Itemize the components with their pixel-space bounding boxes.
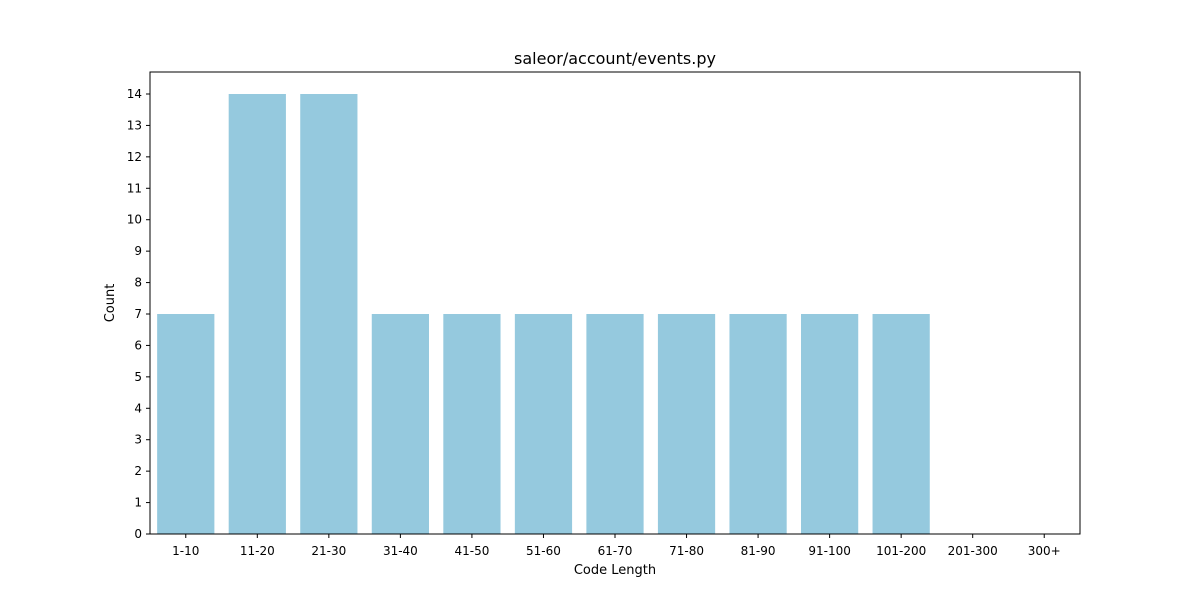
bar-21-30 — [300, 94, 358, 534]
y-tick-label: 8 — [134, 276, 142, 290]
x-tick-label: 11-20 — [240, 544, 275, 558]
bar-101-200 — [872, 314, 930, 534]
y-tick-label: 7 — [134, 307, 142, 321]
y-tick-label: 2 — [134, 464, 142, 478]
x-axis-ticks: 1-10 11-20 21-30 31-40 41-50 51-60 61-70 71-80 8… — [172, 534, 1061, 558]
x-tick-label: 1-10 — [172, 544, 199, 558]
x-tick-label: 41-50 — [454, 544, 489, 558]
y-tick-label: 0 — [134, 527, 142, 541]
bar-11-20 — [228, 94, 286, 534]
plot-frame — [149, 71, 1081, 535]
bar-51-60 — [514, 314, 573, 534]
y-tick-label: 14 — [127, 87, 142, 101]
y-tick-label: 4 — [134, 401, 142, 415]
x-tick-label: 51-60 — [526, 544, 561, 558]
bar-41-50 — [443, 314, 501, 534]
x-tick-label: 61-70 — [598, 544, 633, 558]
x-tick-label: 71-80 — [669, 544, 704, 558]
bar-61-70 — [586, 314, 644, 534]
y-tick-label: 13 — [127, 118, 142, 132]
chart-title: saleor/account/events.py — [514, 49, 716, 68]
y-tick-label: 10 — [127, 213, 142, 227]
x-tick-label: 31-40 — [383, 544, 418, 558]
bars-layer — [157, 94, 930, 534]
y-tick-label: 3 — [134, 433, 142, 447]
x-tick-label: 201-300 — [948, 544, 998, 558]
bar-91-100 — [801, 314, 859, 534]
x-tick-label: 91-100 — [808, 544, 851, 558]
x-axis-label: Code Length — [574, 563, 656, 578]
y-tick-label: 1 — [134, 496, 142, 510]
y-tick-label: 6 — [134, 338, 142, 352]
bar-1-10 — [157, 314, 215, 534]
y-tick-label: 9 — [134, 244, 142, 258]
bar-31-40 — [371, 314, 429, 534]
y-tick-label: 12 — [127, 150, 142, 164]
y-tick-label: 11 — [127, 181, 142, 195]
x-tick-label: 21-30 — [311, 544, 346, 558]
bar-81-90 — [729, 314, 787, 534]
x-tick-label: 81-90 — [741, 544, 776, 558]
y-axis-label: Count — [103, 284, 118, 323]
bar-71-80 — [657, 314, 716, 534]
x-tick-label: 300+ — [1028, 544, 1061, 558]
y-tick-label: 5 — [134, 370, 142, 384]
x-tick-label: 101-200 — [876, 544, 926, 558]
